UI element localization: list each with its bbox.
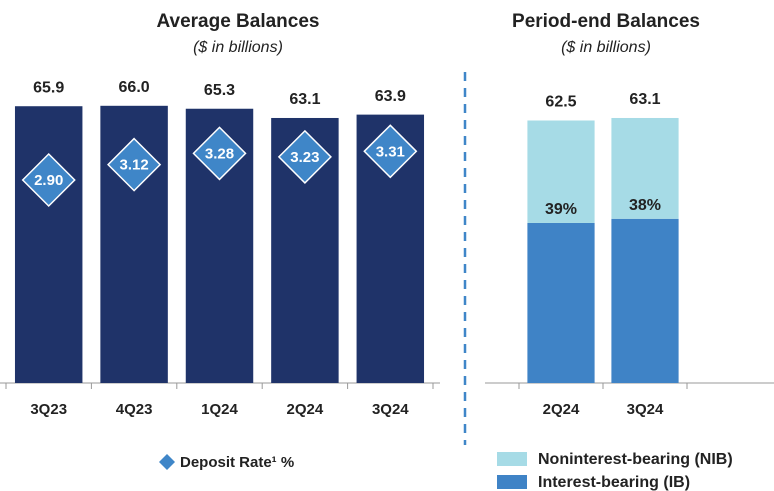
x-tick-label: 4Q23 [116, 401, 153, 418]
total-label: 62.5 [545, 94, 576, 111]
x-tick-label: 1Q24 [201, 401, 238, 418]
rate-marker [277, 129, 332, 184]
share-label: 39% [545, 201, 577, 218]
bar-segment [611, 117, 679, 219]
rate-marker [107, 137, 162, 192]
legend-swatch [497, 475, 527, 489]
rate-label: 3.31 [376, 143, 405, 160]
x-tick-label: 2Q24 [287, 401, 324, 418]
bar-segment [527, 120, 595, 223]
value-label: 65.9 [33, 79, 64, 96]
rate-label: 3.28 [205, 145, 234, 162]
value-label: 63.9 [375, 88, 406, 105]
chart-title: Average Balances [156, 11, 319, 32]
rate-label: 2.90 [34, 172, 63, 189]
share-label: 38% [629, 197, 661, 214]
rate-marker [21, 152, 76, 208]
x-tick-label: 3Q24 [372, 401, 409, 418]
x-tick-label: 3Q24 [627, 401, 664, 418]
legend-swatch [159, 454, 175, 470]
chart-subtitle: ($ in billions) [193, 39, 283, 56]
rate-marker [363, 124, 418, 179]
bar-segment [611, 218, 679, 383]
rate-marker [192, 126, 247, 181]
legend-swatch [497, 452, 527, 466]
total-label: 63.1 [629, 91, 660, 108]
legend-label: Deposit Rate¹ % [180, 454, 294, 471]
legend-label: Noninterest-bearing (NIB) [538, 451, 733, 468]
chart-subtitle: ($ in billions) [561, 39, 651, 56]
rate-label: 3.12 [119, 157, 148, 174]
legend-label: Interest-bearing (IB) [538, 474, 690, 491]
rate-label: 3.23 [290, 149, 319, 166]
x-tick-label: 3Q23 [30, 401, 67, 418]
bar-segment [527, 222, 595, 383]
chart-title: Period-end Balances [512, 11, 700, 32]
value-label: 63.1 [289, 91, 320, 108]
bar [14, 106, 83, 383]
value-label: 66.0 [119, 79, 150, 96]
x-tick-label: 2Q24 [543, 401, 580, 418]
value-label: 65.3 [204, 82, 235, 99]
